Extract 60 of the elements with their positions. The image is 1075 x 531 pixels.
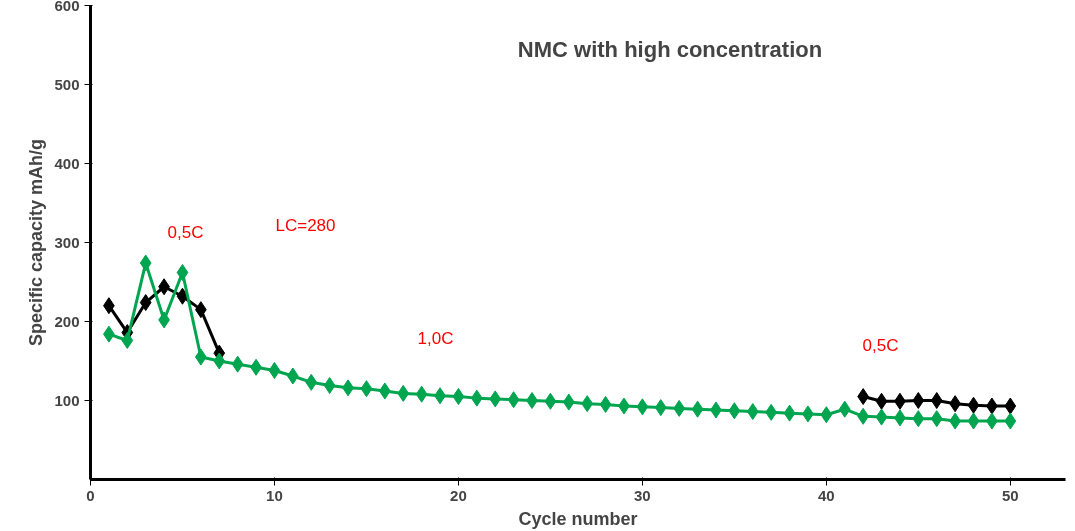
point [470,389,483,407]
point [636,398,649,416]
point [268,361,281,379]
point [231,355,244,373]
point [967,396,980,414]
point [1004,412,1017,430]
point [176,287,189,305]
annotation: 1,0C [417,328,454,348]
y-tick-label: 400 [54,154,80,172]
point [562,393,575,411]
point [875,392,888,410]
point [930,392,943,409]
point [967,412,980,430]
point [176,264,189,282]
point [912,392,925,409]
x-tick-label: 0 [86,486,95,504]
x-axis-title: Cycle number [518,508,638,529]
point [673,399,686,417]
y-tick-label: 100 [54,391,80,409]
text: NMC with high concentration [517,37,823,63]
point [360,380,373,398]
point [691,400,704,418]
point [139,254,152,272]
point [526,392,538,409]
y-tick-label: 600 [54,0,80,14]
point [912,410,925,428]
x-tick-label: 10 [266,486,283,504]
point [397,384,410,402]
point [728,402,741,420]
point [746,403,759,421]
x-tick-label: 20 [450,486,467,504]
y-tick-label: 300 [54,233,80,251]
annotation: 0,5C [167,222,204,242]
x-tick-label: 30 [634,486,651,504]
point [838,400,851,418]
x-tick-label: 40 [818,486,835,504]
point [820,406,833,424]
point [581,395,594,413]
point [930,410,943,428]
y-tick-label: 200 [54,312,80,330]
x-tick-label: 50 [1001,486,1019,504]
point [121,331,134,349]
annotation: 0,5C [862,335,899,355]
annotation: LC=280 [275,215,336,235]
point [875,408,888,426]
point [783,404,796,422]
point [489,390,502,408]
point [139,294,152,312]
point [1004,397,1017,415]
point [599,395,612,413]
y-axis-title: Specific capacity mAh/g [26,138,47,347]
point [654,399,667,417]
point [305,373,318,391]
point [544,392,557,410]
point [507,391,520,409]
point [415,385,428,403]
point [323,376,336,394]
y-tick-label: 500 [54,75,80,93]
point [213,352,226,370]
point [452,388,465,406]
